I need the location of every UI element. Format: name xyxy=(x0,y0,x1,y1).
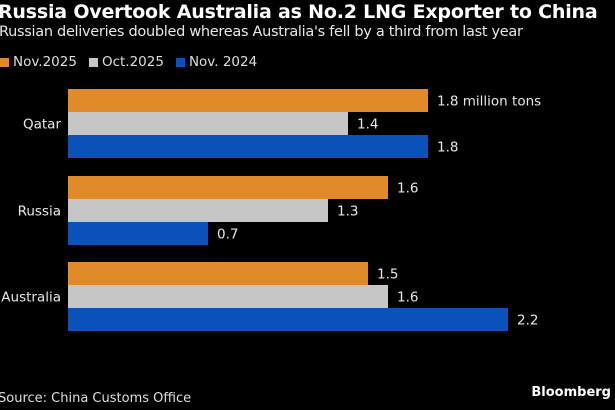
legend-label: Nov.2025 xyxy=(13,54,77,70)
chart-subtitle: Russian deliveries doubled whereas Austr… xyxy=(0,24,523,40)
data-label: 0.7 xyxy=(217,227,238,243)
legend-label: Oct.2025 xyxy=(101,54,164,70)
data-label: 1.6 xyxy=(397,181,418,197)
bar xyxy=(68,262,368,285)
bar xyxy=(68,135,428,158)
legend: Nov.2025 Oct.2025 Nov. 2024 xyxy=(0,54,257,70)
category-label: Qatar xyxy=(23,117,61,133)
data-label: 1.8 xyxy=(437,140,458,156)
data-label: 2.2 xyxy=(517,313,538,329)
data-label: 1.6 xyxy=(397,290,418,306)
bar xyxy=(68,89,428,112)
legend-item: Nov. 2024 xyxy=(175,54,258,70)
data-label: 1.3 xyxy=(337,204,358,220)
bar xyxy=(68,199,328,222)
legend-label: Nov. 2024 xyxy=(188,54,258,70)
category-label: Russia xyxy=(18,204,61,220)
legend-swatch xyxy=(0,57,9,67)
bar xyxy=(68,285,388,308)
data-label: 1.5 xyxy=(377,267,398,283)
bar xyxy=(68,222,208,245)
bar xyxy=(68,112,348,135)
chart-title: Russia Overtook Australia as No.2 LNG Ex… xyxy=(0,1,598,23)
data-label: 1.4 xyxy=(357,117,378,133)
bar xyxy=(68,176,388,199)
category-label: Australia xyxy=(1,290,61,306)
legend-swatch xyxy=(175,57,185,67)
data-label: 1.8 million tons xyxy=(437,94,541,110)
bloomberg-logo: Bloomberg xyxy=(531,385,611,400)
legend-item: Oct.2025 xyxy=(88,54,164,70)
source-note: Source: China Customs Office xyxy=(0,391,192,406)
legend-item: Nov.2025 xyxy=(0,54,77,70)
legend-swatch xyxy=(88,57,98,67)
bar xyxy=(68,308,508,331)
